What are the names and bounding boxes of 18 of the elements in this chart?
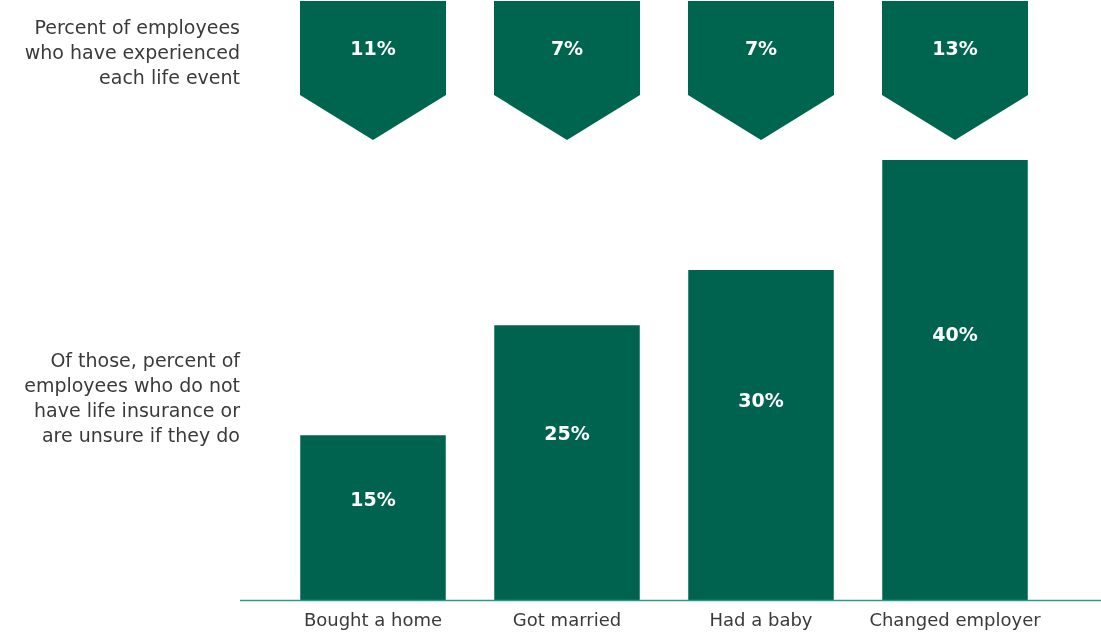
x-tick-label: Had a baby: [709, 608, 813, 630]
bar: [300, 435, 446, 601]
bar: [688, 270, 834, 601]
data-label: 40%: [932, 323, 978, 346]
data-label: 13%: [932, 36, 978, 59]
data-label: 15%: [350, 488, 396, 511]
data-label: 11%: [350, 36, 396, 59]
x-tick-label: Got married: [512, 608, 622, 630]
text: Percent of employees who have experienced each life event: [23, 15, 240, 90]
bar: [882, 160, 1028, 601]
data-label: 25%: [544, 422, 590, 445]
data-label: 7%: [550, 36, 584, 59]
x-tick-label: Changed employer: [869, 608, 1042, 630]
bar: [494, 325, 640, 601]
data-label: 7%: [744, 36, 778, 59]
data-label: 30%: [738, 389, 784, 412]
y-axis-title: Of those, percent of employees who do not have life insurance or are unsure if they do: [23, 348, 240, 448]
x-tick-label: Bought a home: [303, 608, 443, 630]
